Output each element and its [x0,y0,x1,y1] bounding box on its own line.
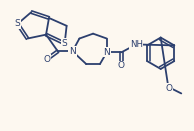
Text: O: O [118,61,125,70]
Text: N: N [103,48,110,57]
Text: NH: NH [130,40,143,49]
Text: N: N [69,47,76,56]
Text: S: S [15,19,21,28]
Text: O: O [165,84,172,93]
Text: O: O [43,55,50,64]
Text: S: S [62,39,68,48]
